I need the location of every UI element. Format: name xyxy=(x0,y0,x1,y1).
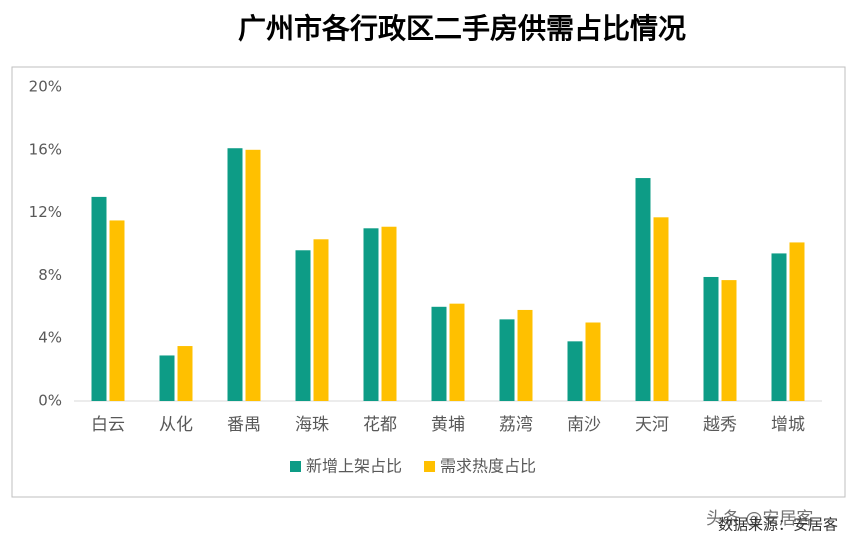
bar xyxy=(635,178,651,401)
legend-swatch xyxy=(424,461,436,472)
y-tick-label: 20% xyxy=(29,78,62,96)
y-tick-label: 8% xyxy=(38,266,62,284)
bar xyxy=(227,148,243,401)
bar xyxy=(771,253,787,401)
chart-title: 广州市各行政区二手房供需占比情况 xyxy=(238,12,686,45)
bar xyxy=(313,239,329,401)
x-tick-label: 荔湾 xyxy=(499,415,533,435)
bar xyxy=(363,228,379,401)
x-tick-label: 从化 xyxy=(159,415,193,435)
x-tick-label: 天河 xyxy=(635,415,669,435)
bar xyxy=(721,280,737,401)
watermark: 头条 @安居客 xyxy=(706,509,813,529)
legend-label: 新增上架占比 xyxy=(306,457,402,476)
y-tick-label: 4% xyxy=(38,329,62,347)
x-tick-label: 海珠 xyxy=(295,415,329,435)
bar xyxy=(109,220,125,401)
chart-frame xyxy=(11,66,846,498)
bar xyxy=(381,226,397,401)
bar xyxy=(567,341,583,401)
bar xyxy=(177,346,193,401)
bar xyxy=(517,309,533,401)
legend-swatch xyxy=(290,461,301,472)
bar xyxy=(789,242,805,401)
bar xyxy=(585,322,601,401)
bar xyxy=(295,250,311,401)
bar xyxy=(703,276,719,401)
y-tick-label: 12% xyxy=(29,203,62,221)
bar xyxy=(499,319,515,401)
x-tick-label: 白云 xyxy=(91,415,125,435)
x-tick-label: 越秀 xyxy=(703,415,737,435)
bar xyxy=(431,306,447,401)
legend-label: 需求热度占比 xyxy=(440,457,536,476)
bar xyxy=(653,217,669,401)
y-tick-label: 0% xyxy=(38,392,62,410)
bar xyxy=(91,196,107,401)
bar xyxy=(449,303,465,401)
x-tick-label: 南沙 xyxy=(567,415,601,435)
x-tick-label: 花都 xyxy=(363,415,397,435)
y-tick-label: 16% xyxy=(29,140,62,158)
x-tick-label: 番禺 xyxy=(227,415,261,435)
bar xyxy=(245,149,261,401)
x-tick-label: 增城 xyxy=(771,415,805,435)
bar xyxy=(159,355,175,401)
x-tick-label: 黄埔 xyxy=(431,415,465,435)
source: 数据来源：安居客 xyxy=(718,516,838,534)
